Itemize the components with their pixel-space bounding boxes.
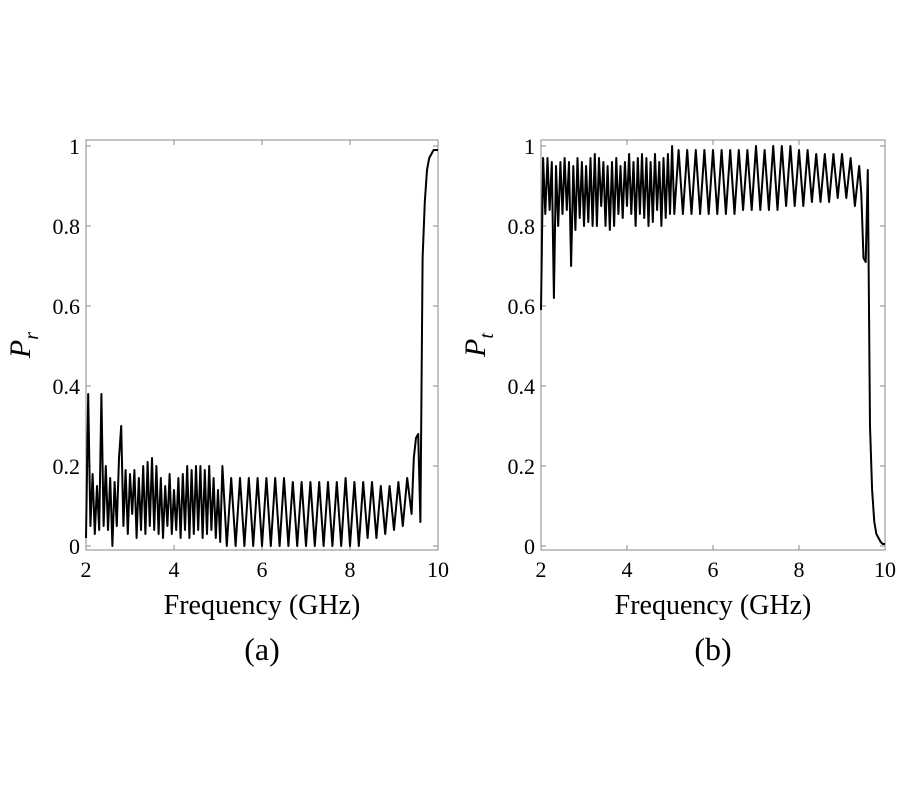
x-axis-title: Frequency (GHz) bbox=[615, 590, 812, 621]
panel-label: (a) bbox=[244, 631, 280, 667]
y-tick-label: 0.6 bbox=[508, 294, 536, 319]
x-tick-label: 4 bbox=[622, 557, 633, 582]
y-tick-label: 0.2 bbox=[53, 454, 81, 479]
y-axis-symbol: P bbox=[459, 339, 492, 358]
y-axis-subscript: r bbox=[21, 332, 43, 340]
x-tick-label: 10 bbox=[427, 557, 449, 582]
y-tick-label: 0.8 bbox=[53, 214, 81, 239]
panel-a: 2 4 6 8 10 0 0.2 0.4 0.6 0.8 1 Frequency (GHz) (a) Pr bbox=[4, 134, 449, 667]
y-tick-label: 0.6 bbox=[53, 294, 81, 319]
y-tick-label: 0.4 bbox=[508, 374, 536, 399]
y-axis-subscript: t bbox=[476, 333, 498, 339]
y-axis-title: Pr bbox=[4, 332, 43, 359]
y-tick-label: 0 bbox=[69, 534, 80, 559]
x-axis-title: Frequency (GHz) bbox=[164, 590, 361, 621]
x-tick-label: 6 bbox=[257, 557, 268, 582]
x-tick-label: 10 bbox=[874, 557, 896, 582]
y-axis-title: Pt bbox=[459, 333, 498, 358]
y-tick-label: 0.4 bbox=[53, 374, 81, 399]
y-tick-label: 0.8 bbox=[508, 214, 536, 239]
series-line bbox=[85, 149, 438, 547]
x-tick-label: 8 bbox=[345, 557, 356, 582]
y-tick-label: 1 bbox=[69, 134, 80, 159]
y-tick-label: 0.2 bbox=[508, 454, 536, 479]
x-tick-label: 4 bbox=[169, 557, 180, 582]
y-axis-symbol: P bbox=[4, 340, 37, 359]
y-tick-label: 0 bbox=[524, 534, 535, 559]
panel-b: 2 4 6 8 10 0 0.2 0.4 0.6 0.8 1 Frequency (GHz) (b) Pt bbox=[459, 134, 896, 667]
panel-label: (b) bbox=[694, 631, 731, 667]
x-tick-label: 8 bbox=[794, 557, 805, 582]
x-tick-label: 2 bbox=[536, 557, 547, 582]
series-line bbox=[540, 145, 885, 545]
y-tick-label: 1 bbox=[524, 134, 535, 159]
x-tick-label: 6 bbox=[708, 557, 719, 582]
x-tick-label: 2 bbox=[81, 557, 92, 582]
